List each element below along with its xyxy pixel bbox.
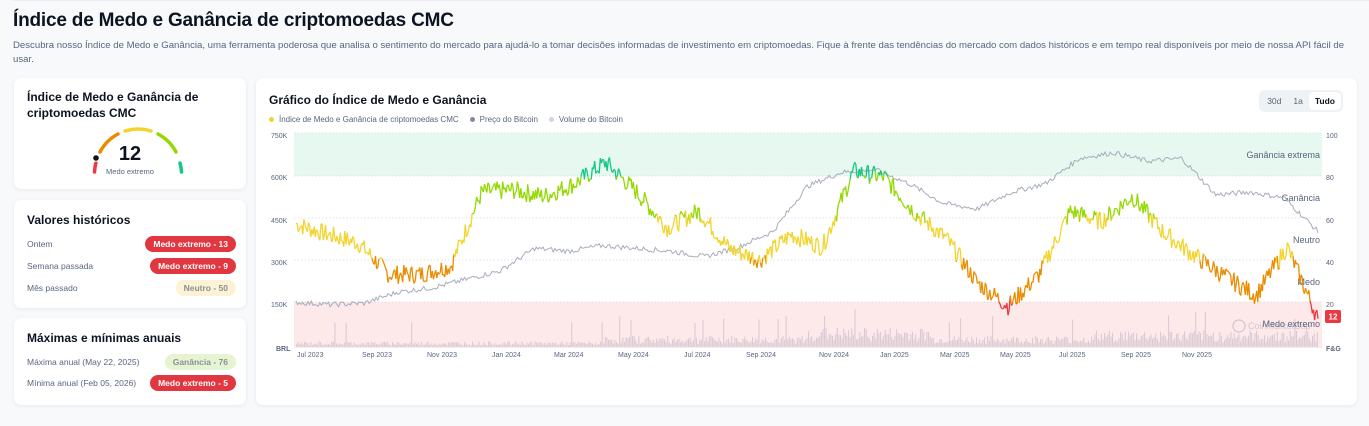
legend-label: Preço do Bitcoin xyxy=(479,115,538,124)
annual-label: Máxima anual (May 22, 2025) xyxy=(27,357,140,367)
status-badge: Ganância - 76 xyxy=(164,354,236,370)
fear-greed-gauge xyxy=(92,127,184,174)
svg-text:Ganância extrema: Ganância extrema xyxy=(1246,150,1320,160)
historical-title: Valores históricos xyxy=(27,213,131,227)
gauge-segment-greed xyxy=(156,132,178,154)
svg-text:Ganância: Ganância xyxy=(1281,193,1320,203)
gauge-segment-fear xyxy=(98,132,120,154)
svg-text:80: 80 xyxy=(1326,175,1334,182)
left-axis: 750K 600K 450K 300K 150K BRL xyxy=(271,133,291,353)
legend-item-btc-volume[interactable]: Volume do Bitcoin xyxy=(548,115,623,124)
annual-label: Mínima anual (Feb 05, 2026) xyxy=(27,378,137,388)
status-badge: Medo extremo - 9 xyxy=(150,258,236,274)
svg-text:750K: 750K xyxy=(271,133,288,140)
svg-text:Sep 2024: Sep 2024 xyxy=(746,352,776,359)
svg-text:Neutro: Neutro xyxy=(1293,235,1320,245)
svg-text:600K: 600K xyxy=(271,175,288,182)
svg-text:60: 60 xyxy=(1326,218,1334,225)
svg-text:Mar 2024: Mar 2024 xyxy=(554,352,584,359)
svg-text:20: 20 xyxy=(1326,302,1334,309)
gauge-label: Medo extremo xyxy=(106,167,154,176)
fear-greed-line xyxy=(295,157,1319,321)
top-divider xyxy=(12,0,1369,1)
legend-label: Volume do Bitcoin xyxy=(558,115,623,124)
annual-row-low: Mínima anual (Feb 05, 2026) Medo extremo… xyxy=(27,375,236,391)
svg-text:Mar 2025: Mar 2025 xyxy=(940,352,970,359)
svg-text:40: 40 xyxy=(1326,260,1334,267)
range-tab-1y[interactable]: 1a xyxy=(1293,96,1303,106)
history-label: Ontem xyxy=(27,239,53,249)
svg-text:May 2024: May 2024 xyxy=(618,352,649,359)
gauge-segment-extreme-fear xyxy=(92,161,98,174)
zone-labels: Ganância extrema Ganância Neutro Medo Me… xyxy=(1246,150,1320,329)
svg-text:CoinMarketCap: CoinMarketCap xyxy=(1248,321,1311,331)
svg-text:Sep 2023: Sep 2023 xyxy=(362,352,392,359)
chart-card: 750K 600K 450K 300K 150K BRL 100 80 60 4… xyxy=(256,78,1357,405)
gauge-value: 12 xyxy=(118,143,142,165)
bitcoin-volume-bars xyxy=(296,309,1318,348)
gauge-segment-neutral xyxy=(123,127,153,133)
status-badge: Medo extremo - 13 xyxy=(145,236,236,252)
gauge-card: Índice de Medo e Ganância de criptomoeda… xyxy=(14,78,246,189)
right-axis: 100 80 60 40 20 F&G xyxy=(1326,133,1341,353)
range-tab-30d[interactable]: 30d xyxy=(1267,96,1282,106)
legend-dot-icon xyxy=(469,117,475,122)
range-tab-all[interactable]: Tudo xyxy=(1308,92,1341,110)
annual-title: Máximas e mínimas anuais xyxy=(27,331,182,345)
svg-text:Jul 2025: Jul 2025 xyxy=(1059,352,1086,359)
svg-text:12: 12 xyxy=(1329,313,1338,322)
svg-text:Jul 2023: Jul 2023 xyxy=(297,352,324,359)
bitcoin-price-line xyxy=(295,150,1319,308)
svg-text:Jul 2024: Jul 2024 xyxy=(684,352,711,359)
svg-text:Medo extremo: Medo extremo xyxy=(1262,319,1320,329)
svg-text:150K: 150K xyxy=(271,302,288,309)
svg-text:F&G: F&G xyxy=(1326,346,1341,353)
legend-item-btc-price[interactable]: Preço do Bitcoin xyxy=(469,115,538,124)
legend-item-fear-greed[interactable]: Índice de Medo e Ganância de criptomoeda… xyxy=(269,115,459,124)
x-axis: Jul 2023 Sep 2023 Nov 2023 Jan 2024 Mar … xyxy=(297,352,1212,359)
svg-text:Jan 2024: Jan 2024 xyxy=(492,352,521,359)
history-label: Semana passada xyxy=(27,261,94,271)
annual-high-low-card: Máximas e mínimas anuais Máxima anual (M… xyxy=(14,318,246,405)
current-value-tag: 12 xyxy=(1325,310,1341,323)
gauge-card-title: Índice de Medo e Ganância de criptomoeda… xyxy=(27,90,199,120)
svg-text:100: 100 xyxy=(1326,133,1338,140)
svg-text:Nov 2023: Nov 2023 xyxy=(427,352,457,359)
status-badge: Neutro - 50 xyxy=(175,280,236,296)
history-row-yesterday: Ontem Medo extremo - 13 xyxy=(27,236,236,252)
chart-legend: Índice de Medo e Ganância de criptomoeda… xyxy=(269,115,623,124)
range-tabs: 30d 1a Tudo xyxy=(1259,90,1343,112)
legend-dot-icon xyxy=(269,117,274,122)
fear-greed-chart[interactable]: 750K 600K 450K 300K 150K BRL 100 80 60 4… xyxy=(256,78,1357,405)
svg-text:BRL: BRL xyxy=(276,346,291,353)
watermark: CoinMarketCap xyxy=(1232,319,1311,333)
svg-text:Nov 2025: Nov 2025 xyxy=(1182,352,1212,359)
page-title: Índice de Medo e Ganância de criptomoeda… xyxy=(13,10,454,31)
history-row-last-week: Semana passada Medo extremo - 9 xyxy=(27,258,236,274)
svg-text:Sep 2025: Sep 2025 xyxy=(1121,352,1151,359)
legend-dot-icon xyxy=(548,117,554,122)
annual-row-high: Máxima anual (May 22, 2025) Ganância - 7… xyxy=(27,354,236,370)
history-label: Mês passado xyxy=(27,283,78,293)
zone-extreme-greed xyxy=(294,133,1322,176)
svg-text:May 2025: May 2025 xyxy=(1000,352,1031,359)
chart-title: Gráfico do Índice de Medo e Ganância xyxy=(269,93,487,107)
history-row-last-month: Mês passado Neutro - 50 xyxy=(27,280,236,296)
svg-text:Medo: Medo xyxy=(1297,277,1320,287)
svg-text:Nov 2024: Nov 2024 xyxy=(819,352,849,359)
status-badge: Medo extremo - 5 xyxy=(150,375,236,391)
legend-label: Índice de Medo e Ganância de criptomoeda… xyxy=(279,115,459,124)
svg-text:450K: 450K xyxy=(271,218,288,225)
svg-text:Jan 2025: Jan 2025 xyxy=(880,352,909,359)
page-description: Descubra nosso Índice de Medo e Ganância… xyxy=(13,40,1345,65)
historical-values-card: Valores históricos Ontem Medo extremo - … xyxy=(14,200,246,308)
gauge-needle-dot xyxy=(92,154,100,162)
gauge-segment-extreme-greed xyxy=(178,161,184,174)
svg-text:300K: 300K xyxy=(271,260,288,267)
